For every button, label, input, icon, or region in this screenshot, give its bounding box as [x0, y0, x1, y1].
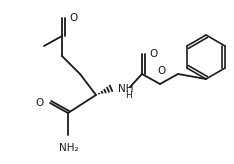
Text: O: O: [158, 66, 166, 76]
Text: NH: NH: [118, 84, 134, 94]
Text: O: O: [36, 98, 44, 108]
Text: H: H: [125, 91, 132, 100]
Text: NH₂: NH₂: [59, 143, 79, 153]
Text: O: O: [69, 13, 77, 23]
Text: O: O: [149, 49, 157, 59]
